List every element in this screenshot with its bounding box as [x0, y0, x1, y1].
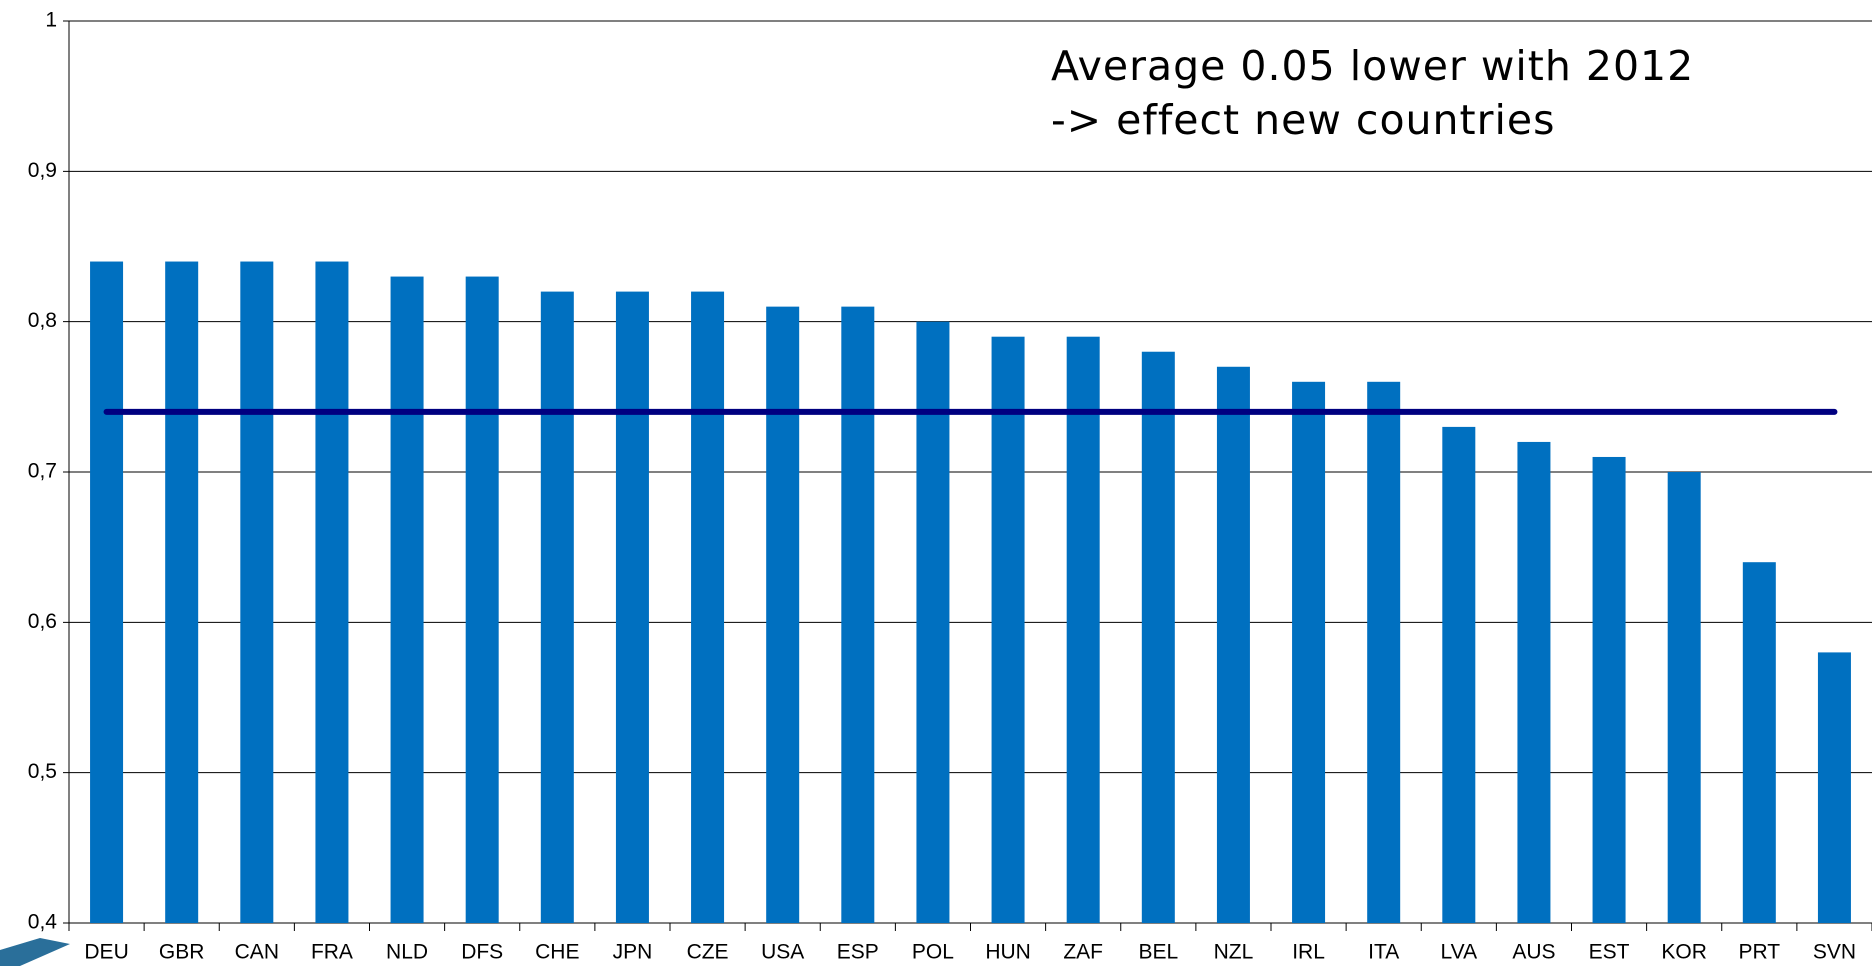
x-tick-label: KOR: [1661, 941, 1707, 964]
x-tick-label: AUS: [1512, 941, 1555, 964]
y-tick-label: 0,7: [28, 460, 57, 483]
bar: [540, 291, 574, 924]
bar: [991, 336, 1025, 923]
bar: [1442, 426, 1476, 923]
x-tick-label: USA: [761, 941, 804, 964]
bar: [90, 261, 124, 923]
corner-decoration: [0, 938, 70, 966]
x-tick-label: NLD: [386, 941, 428, 964]
y-tick-label: 0,5: [28, 760, 57, 783]
bar: [1141, 351, 1175, 923]
x-tick-label: GBR: [159, 941, 205, 964]
x-tick-label: CHE: [535, 941, 579, 964]
y-tick-label: 0,9: [28, 159, 57, 182]
x-tick-label: DEU: [84, 941, 128, 964]
annotation: Average 0.05 lower with 2012: [1051, 42, 1694, 90]
bar: [766, 306, 800, 924]
bar: [1742, 562, 1776, 923]
x-tick-label: ESP: [837, 941, 879, 964]
x-tick-label: LVA: [1441, 941, 1478, 964]
bar: [916, 321, 950, 924]
x-tick-label: DFS: [461, 941, 503, 964]
bar: [615, 291, 649, 924]
annotation: -> effect new countries: [1051, 96, 1555, 144]
x-tick-label: CZE: [687, 941, 729, 964]
bar: [1667, 472, 1701, 923]
bar: [240, 261, 274, 923]
x-tick-label: PRT: [1739, 941, 1781, 964]
x-tick-label: HUN: [985, 941, 1031, 964]
x-tick-label: POL: [912, 941, 954, 964]
y-tick-label: 0,4: [28, 911, 58, 934]
x-tick-label: EST: [1589, 941, 1630, 964]
x-tick-label: FRA: [311, 941, 353, 964]
x-tick-label: ITA: [1368, 941, 1399, 964]
bar: [1292, 381, 1326, 923]
bar: [1592, 456, 1626, 923]
bar: [1367, 381, 1401, 923]
bar: [390, 276, 424, 924]
x-tick-label: SVN: [1813, 941, 1856, 964]
x-tick-label: BEL: [1138, 941, 1178, 964]
bar: [315, 261, 349, 923]
x-tick-label: ZAF: [1063, 941, 1103, 964]
bar: [1066, 336, 1100, 923]
bar: [1817, 652, 1851, 923]
x-tick-label: CAN: [235, 941, 279, 964]
x-tick-label: IRL: [1292, 941, 1325, 964]
bar: [1517, 441, 1551, 923]
bar: [465, 276, 499, 924]
bar: [841, 306, 875, 924]
x-tick-label: JPN: [613, 941, 653, 964]
y-tick-label: 0,6: [28, 610, 57, 633]
x-tick-label: NZL: [1214, 941, 1254, 964]
y-tick-label: 1: [45, 9, 57, 32]
y-tick-label: 0,8: [28, 309, 57, 332]
bar: [165, 261, 199, 923]
bar: [691, 291, 725, 924]
bar: [1216, 366, 1250, 923]
